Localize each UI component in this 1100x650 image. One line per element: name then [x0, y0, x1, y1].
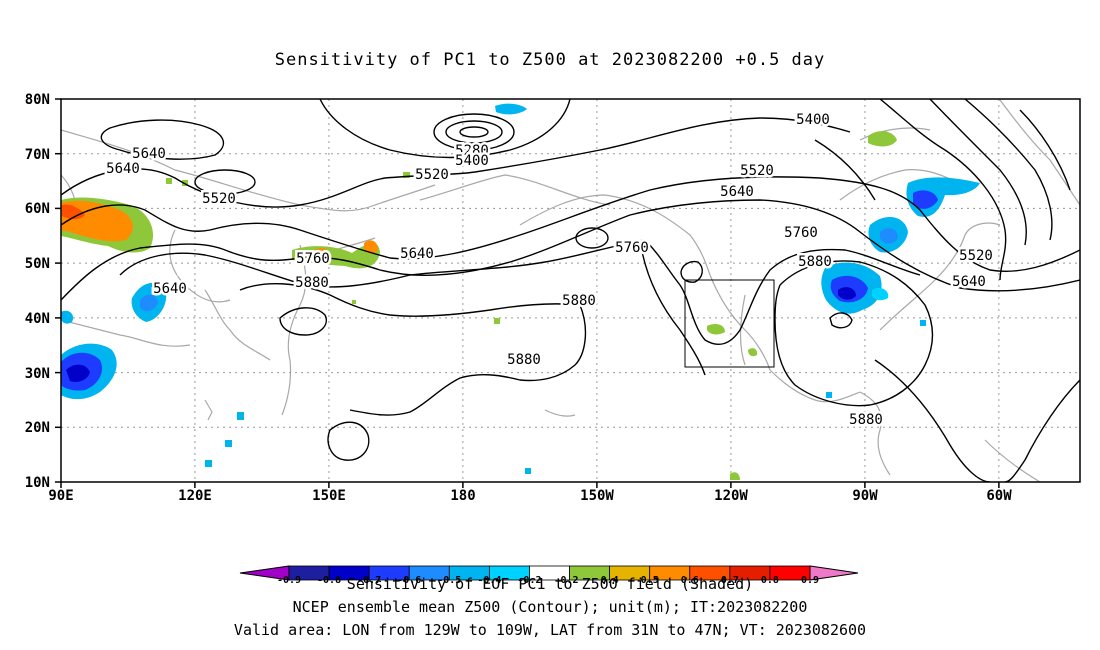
shade-green-california [707, 324, 725, 335]
caption-valid-area: Valid area: LON from 129W to 109W, LAT f… [233, 621, 867, 639]
x-tick-label: 90E [48, 488, 73, 504]
y-tick-label: 70N [25, 147, 50, 163]
contour-label: 5760 [296, 251, 330, 267]
shade-cyan-dot-2 [225, 440, 232, 447]
graticule [61, 99, 1080, 482]
x-tick-label: 120W [714, 488, 748, 504]
contour-label: 5400 [455, 153, 489, 169]
sensitivity-shading [61, 103, 980, 480]
axis-ticks [55, 98, 1000, 488]
colorbar-tick-label: 0.2 [561, 575, 579, 586]
contour-label: 5640 [720, 184, 754, 200]
shade-darkblue-plains [838, 287, 856, 300]
contour-label: 5520 [415, 167, 449, 183]
colorbar-tick-label: 0.5 [641, 575, 659, 586]
y-tick-label: 50N [25, 256, 50, 272]
shade-cyan-dot-6 [920, 320, 926, 326]
x-axis-labels: 90E 120E 150E 180 150W 120W 90W 60W [48, 488, 1012, 504]
x-tick-label: 60W [986, 488, 1012, 504]
shade-red-west [62, 204, 85, 220]
y-tick-label: 40N [25, 311, 50, 327]
shade-cyan-dot-3 [205, 460, 212, 467]
colorbar-tick-label: 0.8 [761, 575, 779, 586]
shade-green-mexico [730, 472, 740, 480]
shade-blue-canada [880, 228, 898, 244]
shade-green-alaska [868, 131, 897, 147]
x-tick-label: 120E [178, 488, 212, 504]
shade-green-dot-2 [352, 300, 356, 304]
z500-contours [61, 99, 1080, 482]
coastlines [61, 99, 1080, 482]
colorbar-tick-label: -0.5 [437, 575, 461, 586]
contour-label: 5640 [952, 274, 986, 290]
caption-shading: Sensitivity of EOF PC1 to Z500 field (Sh… [346, 575, 754, 593]
x-tick-label: 150E [312, 488, 346, 504]
y-tick-label: 80N [25, 92, 50, 108]
colorbar-tick-label: 0.4 [601, 575, 619, 586]
contour-label: 5640 [106, 161, 140, 177]
contour-label: 5520 [959, 248, 993, 264]
y-tick-label: 20N [25, 420, 50, 436]
shade-cyan-dot-1 [237, 412, 244, 420]
shade-cyan-east-plains [872, 287, 889, 301]
shade-deepblue-southwest [66, 364, 90, 382]
colorbar: -0.9 -0.8 -0.7 -0.6 -0.5 -0.4 -0.2 0.2 0.4 0.5 0.6… [239, 565, 859, 586]
contour-label: 5880 [295, 275, 329, 291]
chart-title: Sensitivity of PC1 to Z500 at 2023082200… [274, 50, 826, 70]
colorbar-tick-label: 0.6 [681, 575, 699, 586]
caption-contour: NCEP ensemble mean Z500 (Contour); unit(… [292, 598, 808, 616]
colorbar-tick-label: -0.4 [477, 575, 501, 586]
colorbar-tick-label: 0.7 [721, 575, 739, 586]
y-tick-label: 30N [25, 366, 50, 382]
colorbar-tick-label: 0.9 [801, 575, 819, 586]
y-tick-label: 10N [25, 475, 50, 491]
shade-cyan-small-1 [61, 310, 74, 324]
contour-label: 5760 [615, 240, 649, 256]
shade-cyan-dot-4 [525, 468, 531, 474]
shade-cyan-north [495, 103, 527, 115]
shade-green-dot-1 [494, 318, 500, 324]
contour-label: 5280 [455, 143, 489, 159]
y-tick-label: 60N [25, 201, 50, 217]
shade-green-arizona [748, 348, 758, 357]
contour-label: 5760 [784, 225, 818, 241]
contour-label: 5880 [507, 352, 541, 368]
shade-orange-kamchatka [364, 240, 378, 254]
contour-label: 5640 [132, 146, 166, 162]
contour-label: 5880 [849, 412, 883, 428]
contour-label: 5520 [202, 191, 236, 207]
contour-label: 5400 [796, 112, 830, 128]
x-tick-label: 90W [852, 488, 878, 504]
colorbar-tick-label: -0.7 [357, 575, 381, 586]
contour-label: 5640 [400, 246, 434, 262]
contour-label: 5520 [740, 163, 774, 179]
colorbar-arrow-high [809, 565, 859, 581]
contour-labels: 5640 5640 5520 5280 5400 5520 5400 5520 … [104, 110, 996, 431]
y-axis-labels: 80N 70N 60N 50N 40N 30N 20N 10N [25, 92, 50, 491]
colorbar-tick-label: -0.2 [517, 575, 541, 586]
shade-blue-east-asia [140, 294, 158, 312]
colorbar-tick-label: -0.8 [317, 575, 341, 586]
shade-blue-hudson [913, 190, 938, 209]
colorbar-tick-label: -0.6 [397, 575, 421, 586]
x-tick-label: 180 [450, 488, 475, 504]
validation-area-box [684, 279, 775, 368]
contour-label: 5640 [153, 281, 187, 297]
shade-orange-japan [315, 248, 329, 258]
shade-green-dot-4 [166, 178, 172, 184]
map-frame [60, 98, 1081, 483]
contour-label: 5880 [798, 254, 832, 270]
contour-label: 5880 [562, 293, 596, 309]
shade-cyan-dot-5 [826, 392, 832, 398]
colorbar-tick-label: -0.9 [277, 575, 301, 586]
x-tick-label: 150W [580, 488, 614, 504]
